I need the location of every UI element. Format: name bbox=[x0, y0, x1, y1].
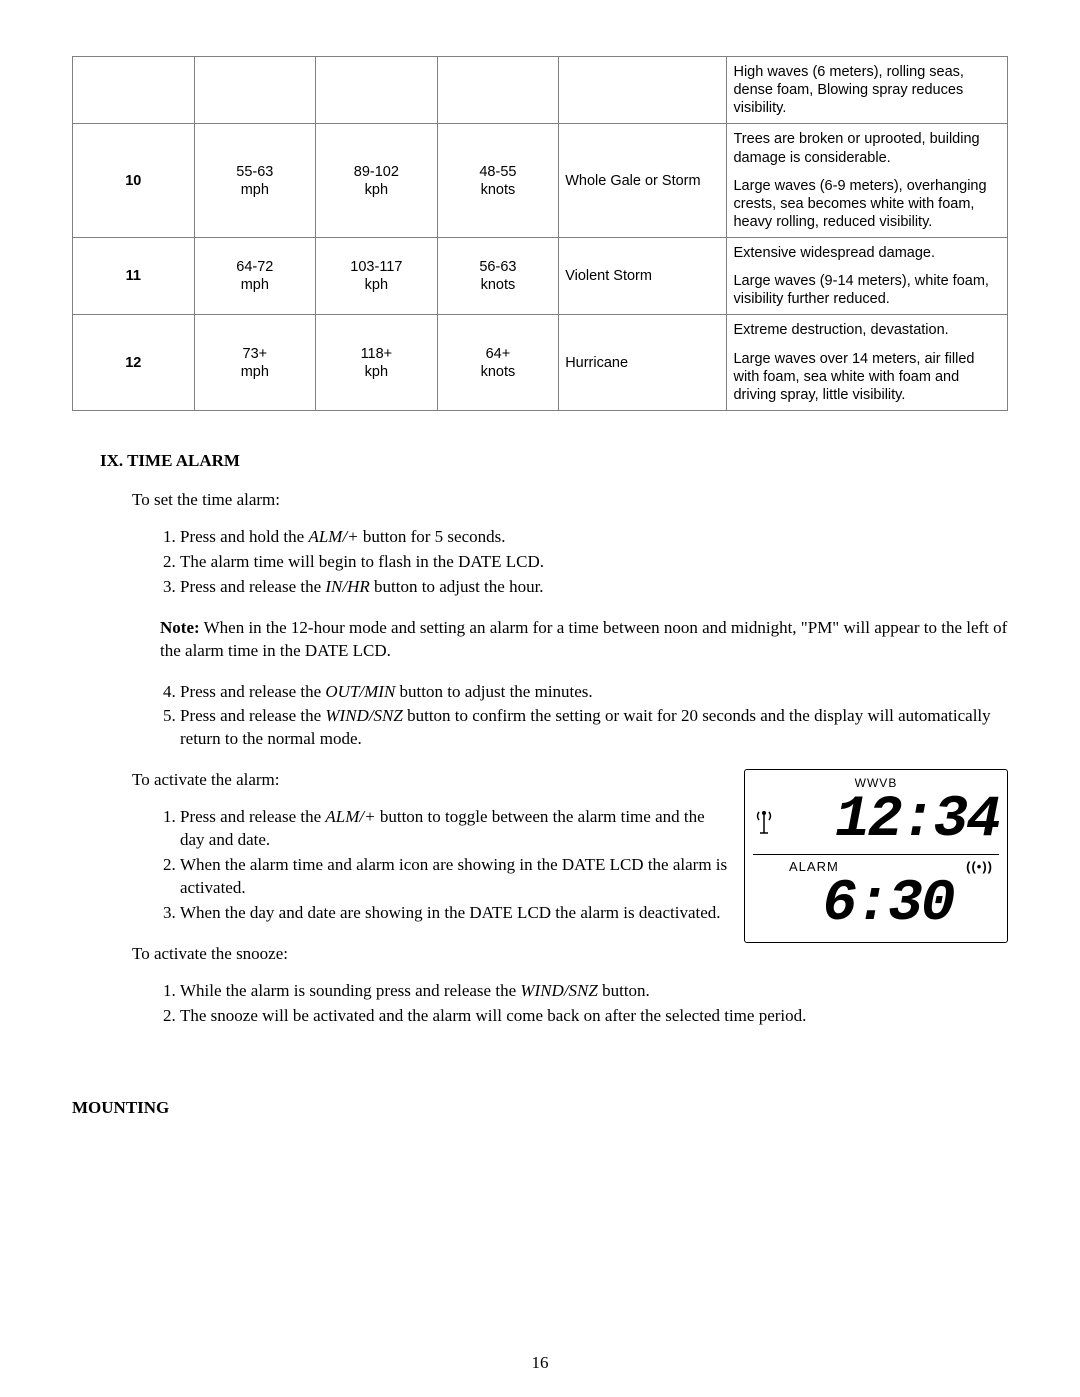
table-row: 1164-72mph103-117kph56-63knotsViolent St… bbox=[73, 238, 1008, 315]
table-cell: 11 bbox=[73, 238, 195, 315]
intro-set-alarm: To set the time alarm: bbox=[132, 489, 1008, 512]
step-item: Press and hold the ALM/+ button for 5 se… bbox=[180, 526, 1008, 549]
table-cell: 64-72mph bbox=[194, 238, 316, 315]
step-item: Press and release the ALM/+ button to to… bbox=[180, 806, 728, 852]
page-number: 16 bbox=[0, 1353, 1080, 1373]
step-item: The alarm time will begin to flash in th… bbox=[180, 551, 1008, 574]
table-cell: Violent Storm bbox=[559, 238, 727, 315]
table-cell bbox=[559, 57, 727, 124]
table-cell: High waves (6 meters), rolling seas, den… bbox=[727, 57, 1008, 124]
table-cell: 64+knots bbox=[437, 315, 559, 411]
lcd-time: 12:34 bbox=[783, 792, 999, 850]
table-cell: 73+mph bbox=[194, 315, 316, 411]
table-cell: 10 bbox=[73, 124, 195, 238]
step-item: The snooze will be activated and the ala… bbox=[180, 1005, 1008, 1028]
table-cell: Trees are broken or uprooted, building d… bbox=[727, 124, 1008, 238]
table-cell bbox=[194, 57, 316, 124]
steps-set-alarm-cont: Press and release the OUT/MIN button to … bbox=[144, 681, 1008, 752]
radio-tower-icon bbox=[753, 807, 775, 835]
steps-activate-alarm: Press and release the ALM/+ button to to… bbox=[144, 806, 728, 925]
table-row: High waves (6 meters), rolling seas, den… bbox=[73, 57, 1008, 124]
table-cell: Extreme destruction, devastation.Large w… bbox=[727, 315, 1008, 411]
table-cell: 55-63mph bbox=[194, 124, 316, 238]
table-cell bbox=[437, 57, 559, 124]
table-cell: 118+kph bbox=[316, 315, 438, 411]
table-cell: 89-102kph bbox=[316, 124, 438, 238]
table-cell: Extensive widespread damage.Large waves … bbox=[727, 238, 1008, 315]
table-cell: 56-63knots bbox=[437, 238, 559, 315]
section-heading-mounting: MOUNTING bbox=[72, 1098, 1008, 1118]
table-cell: 103-117kph bbox=[316, 238, 438, 315]
table-cell bbox=[73, 57, 195, 124]
step-item: When the alarm time and alarm icon are s… bbox=[180, 854, 728, 900]
intro-activate-snooze: To activate the snooze: bbox=[132, 943, 728, 966]
intro-activate-alarm: To activate the alarm: bbox=[132, 769, 728, 792]
section-heading-time-alarm: IX. TIME ALARM bbox=[72, 451, 1008, 471]
step-item: Press and release the OUT/MIN button to … bbox=[180, 681, 1008, 704]
table-cell: 12 bbox=[73, 315, 195, 411]
table-row: 1055-63mph89-102kph48-55knotsWhole Gale … bbox=[73, 124, 1008, 238]
alarm-icon: ((•)) bbox=[966, 859, 993, 874]
table-cell: Whole Gale or Storm bbox=[559, 124, 727, 238]
step-item: When the day and date are showing in the… bbox=[180, 902, 728, 925]
note-text: When in the 12-hour mode and setting an … bbox=[160, 618, 1007, 660]
step-item: Press and release the IN/HR button to ad… bbox=[180, 576, 1008, 599]
table-cell bbox=[316, 57, 438, 124]
table-cell: 48-55knots bbox=[437, 124, 559, 238]
lcd-illustration: WWVB 12:34 ALARM ((•)) 6:30 bbox=[744, 769, 1008, 943]
table-cell: Hurricane bbox=[559, 315, 727, 411]
step-item: Press and release the WIND/SNZ button to… bbox=[180, 705, 1008, 751]
table-row: 1273+mph118+kph64+knotsHurricaneExtreme … bbox=[73, 315, 1008, 411]
step-item: While the alarm is sounding press and re… bbox=[180, 980, 1008, 1003]
note-label: Note: bbox=[160, 618, 200, 637]
beaufort-table: High waves (6 meters), rolling seas, den… bbox=[72, 56, 1008, 411]
steps-set-alarm: Press and hold the ALM/+ button for 5 se… bbox=[144, 526, 1008, 599]
steps-activate-snooze: While the alarm is sounding press and re… bbox=[144, 980, 1008, 1028]
note-pm: Note: When in the 12-hour mode and setti… bbox=[160, 617, 1008, 663]
lcd-alarm-time: 6:30 bbox=[753, 876, 999, 934]
